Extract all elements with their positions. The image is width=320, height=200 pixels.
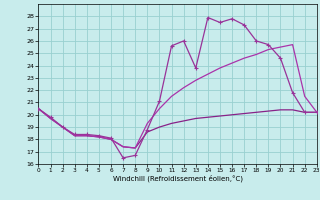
X-axis label: Windchill (Refroidissement éolien,°C): Windchill (Refroidissement éolien,°C) — [113, 175, 243, 182]
